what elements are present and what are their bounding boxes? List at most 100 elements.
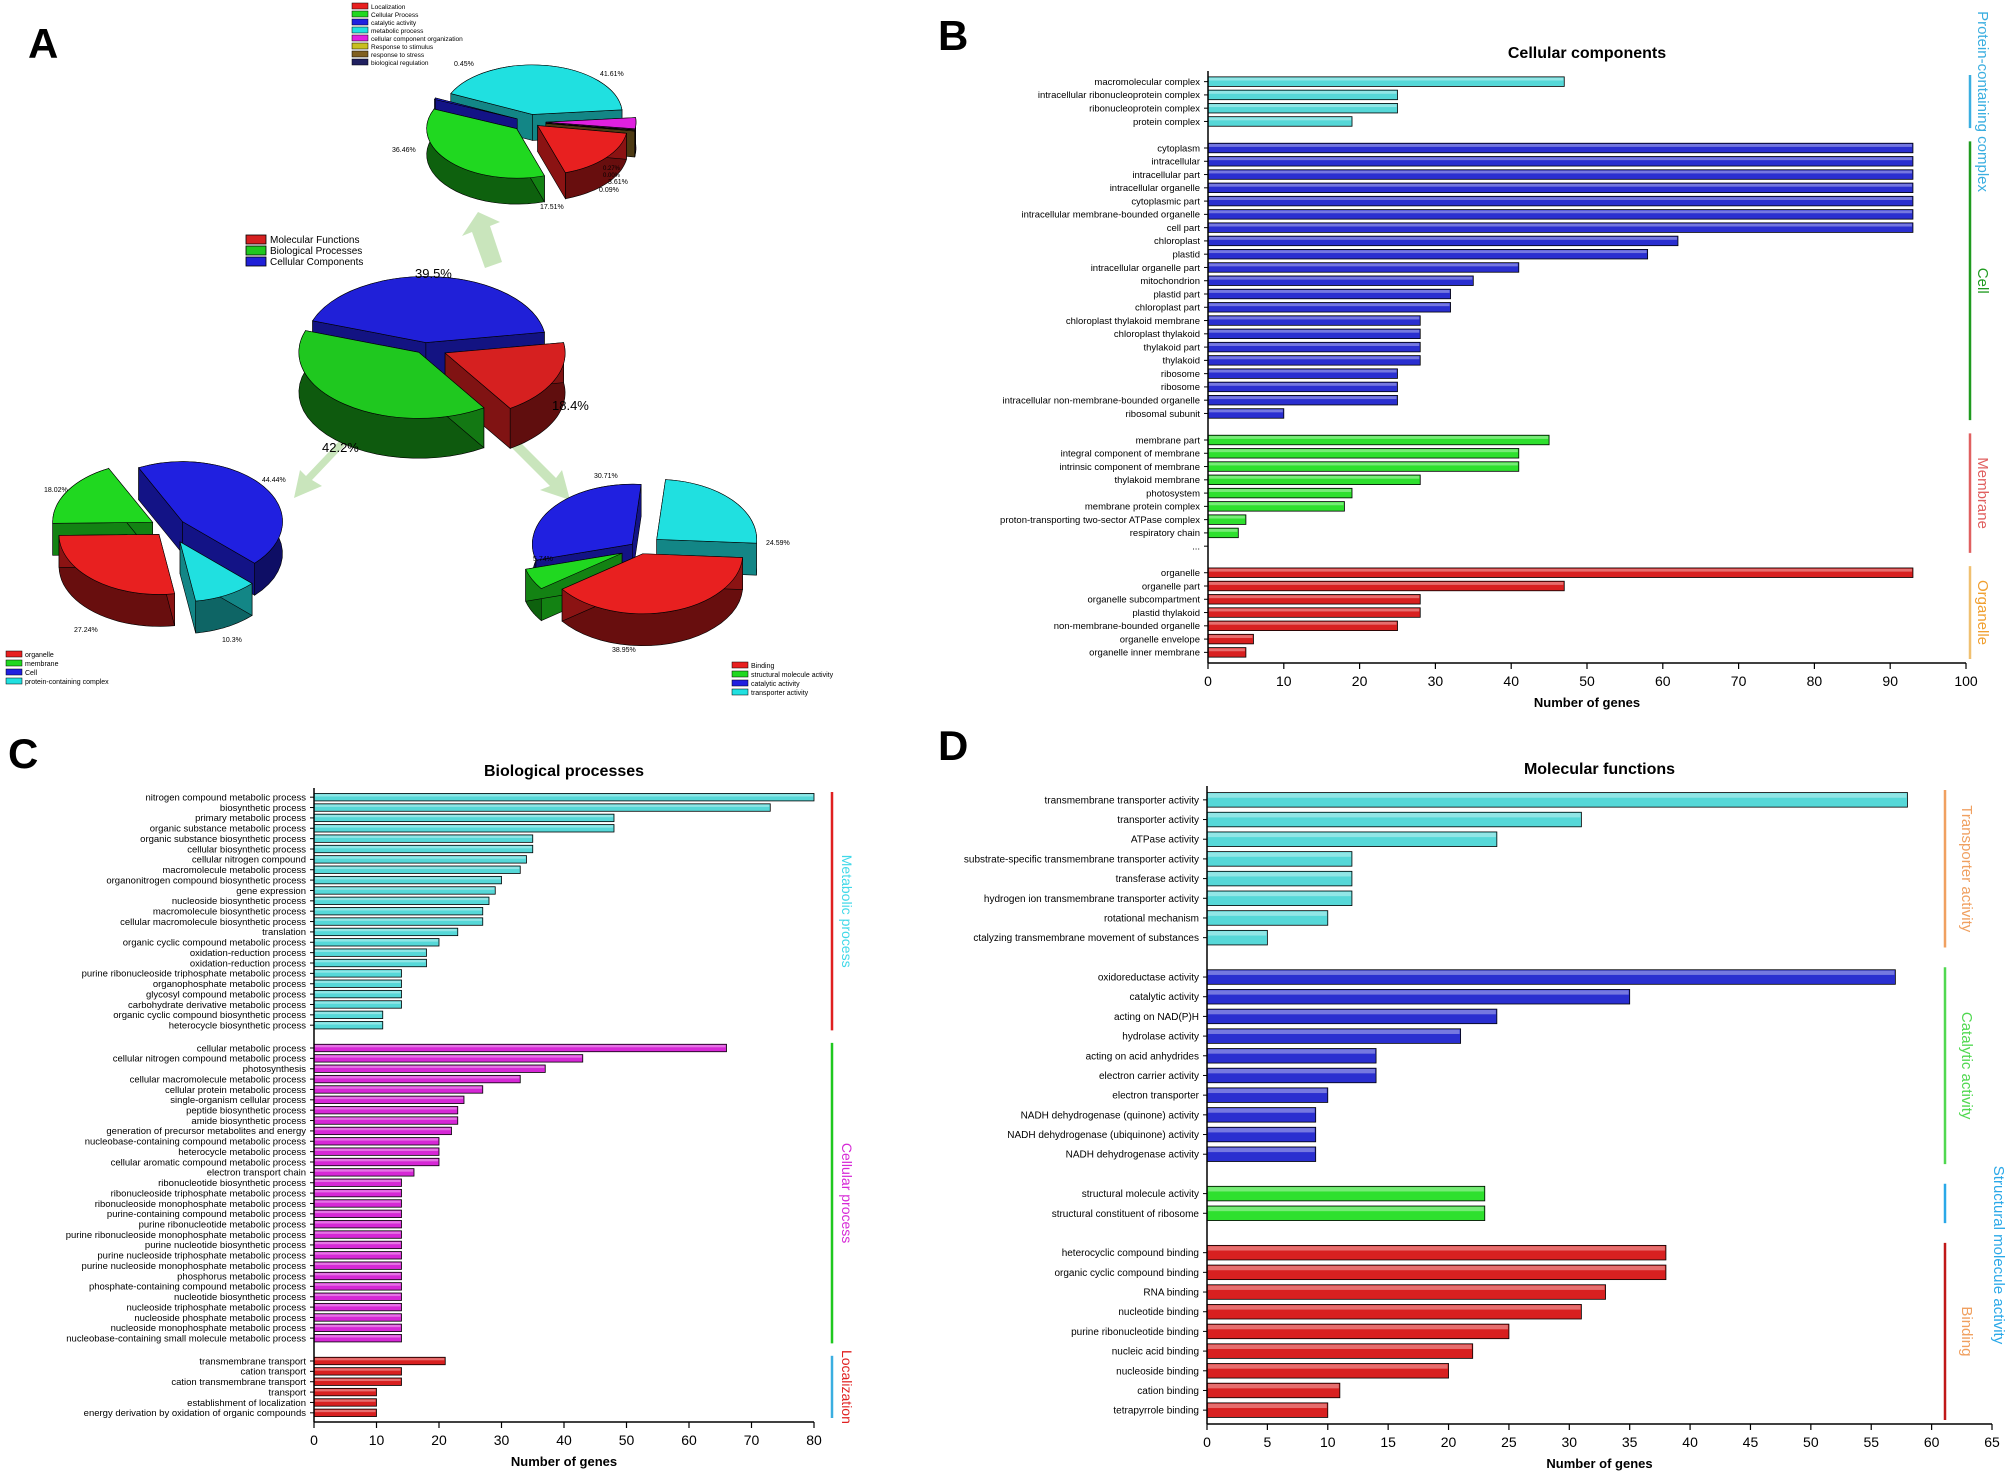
bar-highlight — [1208, 911, 1327, 916]
category-label: photosynthesis — [243, 1064, 307, 1075]
bar-highlight — [1208, 990, 1629, 995]
group-label: Catalytic activity — [1958, 1012, 1975, 1120]
group-label: Cell — [1974, 268, 1991, 294]
bar-highlight — [1208, 813, 1581, 818]
x-tick-label: 15 — [1380, 1434, 1396, 1450]
bar-highlight — [315, 1045, 726, 1048]
bar-highlight — [315, 1159, 438, 1162]
legend-label: Biological Processes — [270, 246, 362, 257]
x-tick-label: 10 — [369, 1432, 385, 1448]
category-label: ribonucleoside triphosphate metabolic pr… — [111, 1188, 307, 1199]
bar-highlight — [1209, 449, 1518, 453]
category-label: cation transmembrane transport — [171, 1377, 306, 1388]
x-tick-label: 60 — [1655, 673, 1671, 689]
bar-highlight — [315, 1283, 401, 1286]
category-label: purine nucleotide biosynthetic process — [145, 1240, 306, 1251]
pie-label: 36.46% — [392, 147, 416, 154]
category-label: acting on NAD(P)H — [1114, 1012, 1199, 1023]
legend-label: Molecular Functions — [270, 235, 359, 246]
bar-highlight — [1209, 236, 1677, 240]
bar-highlight — [1208, 1088, 1327, 1094]
bar-highlight — [1208, 1147, 1315, 1153]
bar-highlight — [315, 1241, 401, 1245]
bar-highlight — [315, 1117, 457, 1120]
category-label: glycosyl compound metabolic process — [146, 989, 306, 1000]
x-tick-label: 70 — [1731, 673, 1747, 689]
pie-label: 27.24% — [74, 627, 98, 634]
category-label: chloroplast thylakoid — [1114, 329, 1200, 340]
bar-highlight — [315, 1210, 401, 1214]
bar-highlight — [315, 835, 532, 838]
category-label: organelle inner membrane — [1089, 648, 1200, 659]
category-label: translation — [262, 927, 306, 938]
bar-highlight — [1209, 144, 1912, 147]
category-label: intrinsic component of membrane — [1060, 462, 1200, 473]
bar-highlight — [1209, 382, 1397, 386]
pie-label: 44.44% — [262, 477, 286, 484]
x-tick-label: 55 — [1863, 1434, 1879, 1450]
legend-cellular-components: organelle membrane Cell protein-containi… — [5, 650, 109, 686]
pie-center-labels: 39.5% 18.4% 42.2% — [322, 266, 589, 455]
legend-label: Response to stimulus — [371, 44, 434, 51]
category-label: structural molecule activity — [1082, 1189, 1199, 1200]
legend-swatch — [245, 234, 267, 245]
category-label: catalytic activity — [1130, 992, 1199, 1003]
category-label: purine ribonucleoside monophosphate meta… — [66, 1230, 307, 1241]
category-label: RNA binding — [1143, 1288, 1199, 1299]
bar-highlight — [1209, 409, 1283, 413]
legend-label: membrane — [25, 661, 59, 668]
category-label: phosphate-containing compound metabolic … — [89, 1282, 306, 1293]
category-label: membrane protein complex — [1085, 502, 1200, 513]
bar-highlight — [1209, 276, 1473, 280]
chart-title-molecular-functions: Molecular functions — [1524, 761, 1675, 778]
category-label: respiratory chain — [1130, 528, 1200, 539]
x-axis-label: Number of genes — [1534, 695, 1640, 710]
panel-b-cellular-components-bar-chart: Cellular components macromolecular comple… — [1000, 11, 1991, 710]
pie-slice — [434, 97, 518, 120]
bar-highlight — [315, 1200, 401, 1203]
bar-highlight — [1209, 648, 1245, 652]
bar-highlight — [1209, 475, 1420, 479]
category-label: organic substance biosynthetic process — [140, 834, 306, 845]
x-tick-label: 90 — [1882, 673, 1898, 689]
bar-highlight — [315, 1252, 401, 1255]
bar-highlight — [1209, 489, 1352, 492]
pie-slice — [537, 125, 627, 173]
legend-swatch — [245, 245, 267, 256]
category-label: transporter activity — [1117, 815, 1199, 826]
category-label: organonitrogen compound biosynthetic pro… — [106, 875, 306, 886]
x-tick-label: 50 — [1803, 1434, 1819, 1450]
category-label: carbohydrate derivative metabolic proces… — [128, 1000, 306, 1011]
bar-highlight — [315, 1304, 401, 1307]
bar-highlight — [315, 887, 495, 890]
category-label: ribonucleoprotein complex — [1089, 104, 1200, 115]
x-tick-label: 0 — [1203, 1434, 1211, 1450]
pie-slice — [52, 468, 154, 524]
pie-label: 0.27% — [603, 166, 621, 172]
bar-highlight — [315, 794, 813, 797]
x-tick-label: 20 — [431, 1432, 447, 1448]
category-label: plastid — [1173, 250, 1200, 261]
bar-highlight — [1209, 183, 1912, 187]
x-tick-label: 80 — [1807, 673, 1823, 689]
pie-bp-labels: 0.45% 41.61% 36.46% 17.51% 3.61% 0.09% 0… — [392, 61, 628, 211]
group-label: Protein-containing complex — [1974, 11, 1991, 192]
bar-highlight — [315, 1190, 401, 1193]
x-tick-label: 35 — [1622, 1434, 1638, 1450]
category-label: organic cyclic compound biosynthetic pro… — [113, 1010, 306, 1021]
bar-highlight — [1209, 595, 1420, 599]
chart-title-cellular-components: Cellular components — [1508, 45, 1666, 62]
category-label: cellular metabolic process — [197, 1043, 307, 1054]
arrow-to-molecular-functions — [508, 438, 570, 500]
category-label: chloroplast part — [1135, 303, 1200, 314]
bar-highlight — [315, 1358, 445, 1361]
category-label: electron transport chain — [207, 1168, 306, 1179]
category-label: plastid thylakoid — [1132, 608, 1200, 619]
category-label: organelle subcompartment — [1088, 595, 1201, 606]
category-label: rotational mechanism — [1104, 913, 1199, 924]
category-label: heterocyclic compound binding — [1062, 1248, 1199, 1259]
x-tick-label: 5 — [1263, 1434, 1271, 1450]
bar-highlight — [1209, 502, 1344, 506]
category-label: macromolecule biosynthetic process — [153, 907, 306, 918]
pie-slice — [545, 123, 636, 132]
